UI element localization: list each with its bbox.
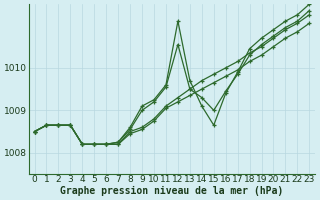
X-axis label: Graphe pression niveau de la mer (hPa): Graphe pression niveau de la mer (hPa) bbox=[60, 186, 284, 196]
